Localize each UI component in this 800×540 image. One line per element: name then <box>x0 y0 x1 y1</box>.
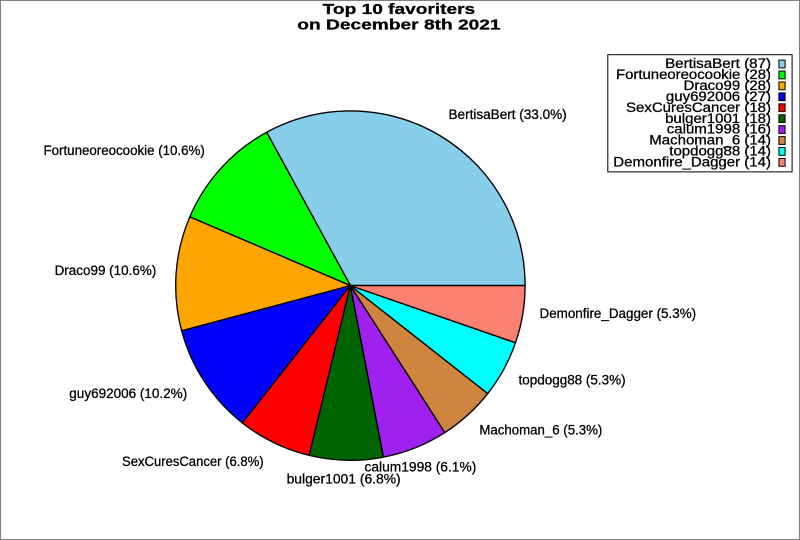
svg-text:Draco99 (28): Draco99 (28) <box>684 78 772 93</box>
svg-text:BertisaBert (87): BertisaBert (87) <box>665 56 771 71</box>
svg-text:calum1998 (6.1%): calum1998 (6.1%) <box>365 460 477 475</box>
svg-text:on December 8th 2021: on December 8th 2021 <box>297 18 500 34</box>
svg-text:Top 10 favoriters: Top 10 favoriters <box>323 2 476 18</box>
svg-text:topdogg88 (14): topdogg88 (14) <box>669 144 771 159</box>
svg-text:SexCuresCancer (18): SexCuresCancer (18) <box>626 100 771 115</box>
svg-text:Fortuneoreocookie (10.6%): Fortuneoreocookie (10.6%) <box>44 143 205 158</box>
svg-text:Machoman_6 (14): Machoman_6 (14) <box>649 133 771 148</box>
svg-text:bulger1001 (6.8%): bulger1001 (6.8%) <box>287 472 401 487</box>
svg-text:Demonfire_Dagger (5.3%): Demonfire_Dagger (5.3%) <box>540 306 697 321</box>
svg-text:bulger1001 (18): bulger1001 (18) <box>665 111 771 126</box>
svg-text:Draco99 (10.6%): Draco99 (10.6%) <box>55 263 157 278</box>
svg-text:Machoman_6 (5.3%): Machoman_6 (5.3%) <box>479 422 602 437</box>
svg-text:BertisaBert (33.0%): BertisaBert (33.0%) <box>449 107 567 122</box>
svg-text:guy692006 (27): guy692006 (27) <box>666 89 771 104</box>
svg-text:SexCuresCancer (6.8%): SexCuresCancer (6.8%) <box>122 454 264 469</box>
svg-text:guy692006 (10.2%): guy692006 (10.2%) <box>69 386 187 401</box>
svg-text:Fortuneoreocookie (28): Fortuneoreocookie (28) <box>616 67 771 82</box>
svg-text:Demonfire_Dagger (14): Demonfire_Dagger (14) <box>613 154 771 169</box>
svg-text:topdogg88 (5.3%): topdogg88 (5.3%) <box>519 372 626 387</box>
svg-text:calum1998 (16): calum1998 (16) <box>667 122 771 137</box>
